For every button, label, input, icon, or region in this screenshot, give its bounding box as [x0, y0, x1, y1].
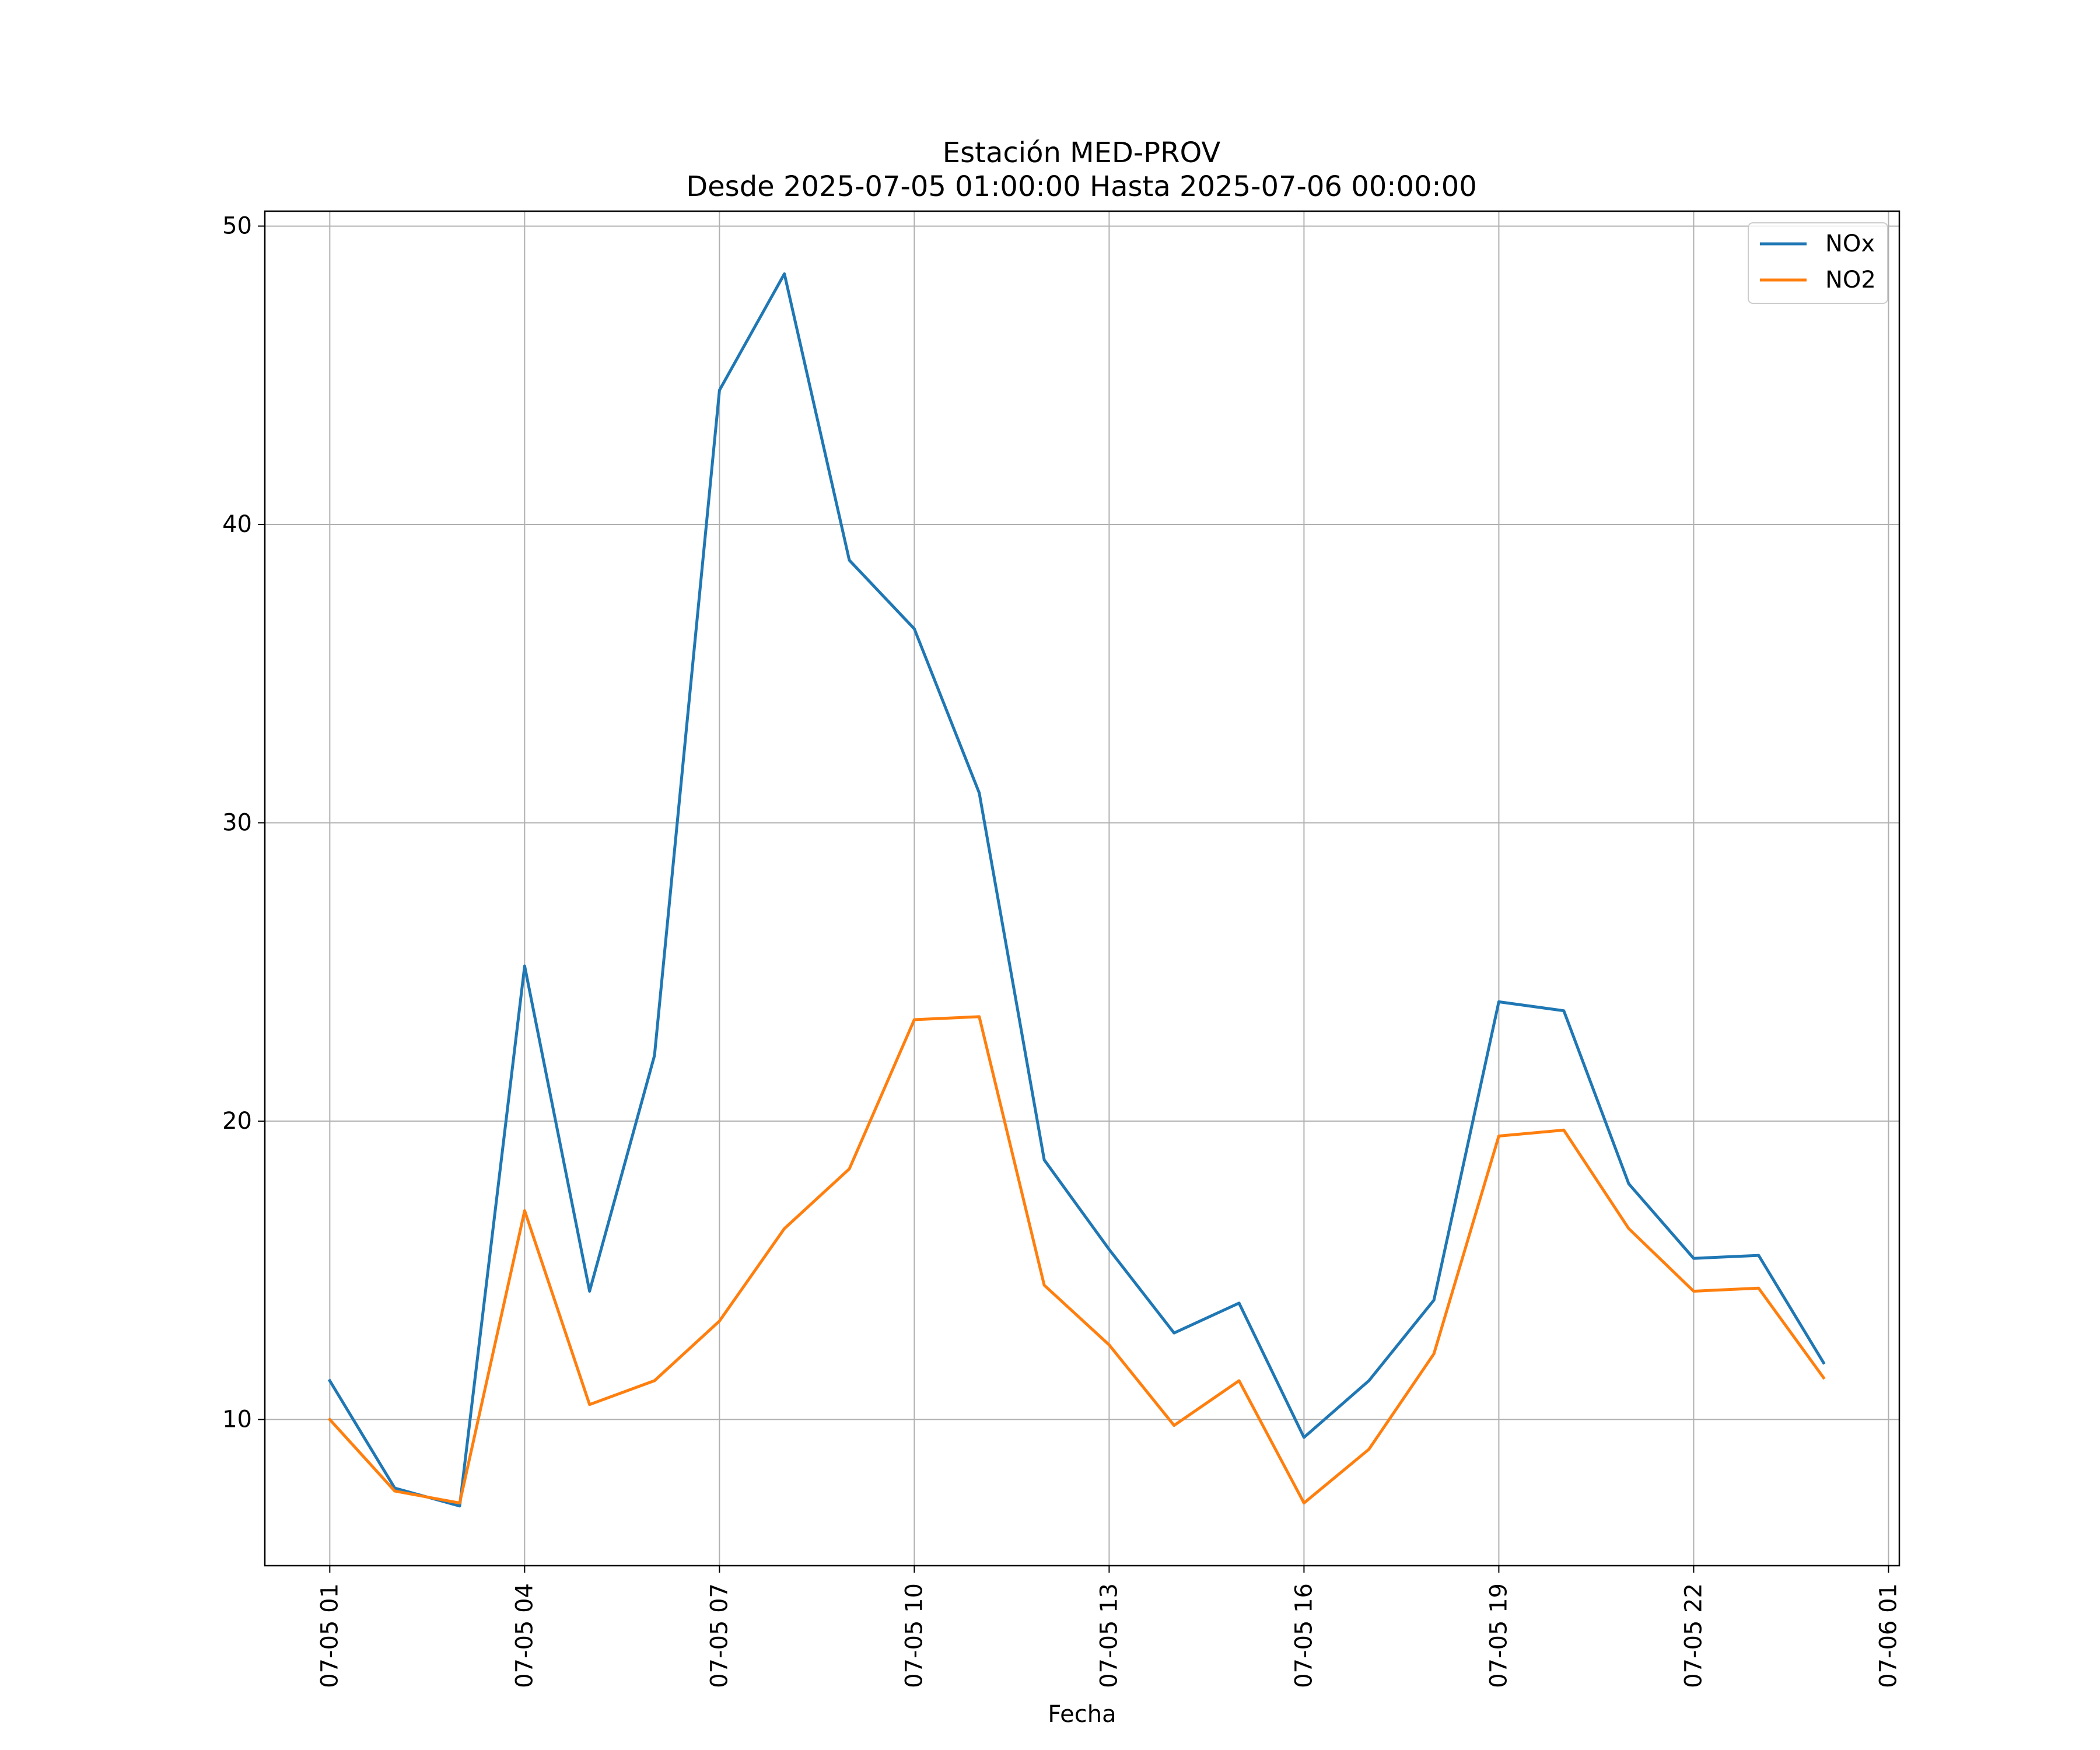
x-tick-label: 07-05 16	[1290, 1583, 1317, 1688]
y-axis-ticks: 10 20 30 40 50	[222, 213, 265, 1433]
x-tick-label: 07-05 19	[1485, 1583, 1512, 1688]
x-tick-label: 07-05 01	[316, 1583, 343, 1688]
chart-subtitle: Desde 2025-07-05 01:00:00 Hasta 2025-07-…	[686, 170, 1477, 203]
legend-label-nox: NOx	[1825, 230, 1875, 257]
x-tick-label: 07-06 01	[1875, 1583, 1902, 1688]
plot-area-frame	[264, 210, 1901, 1567]
series-lines	[327, 272, 1826, 1508]
legend-label-no2: NO2	[1825, 267, 1876, 293]
series-line-nox	[327, 272, 1826, 1508]
legend: NOx NO2	[1748, 222, 1888, 304]
y-tick-label: 10	[222, 1406, 252, 1433]
y-tick-label: 20	[222, 1108, 252, 1135]
y-tick-label: 50	[222, 213, 252, 240]
x-tick-label: 07-05 13	[1096, 1583, 1122, 1688]
grid-lines	[265, 211, 1899, 1566]
x-tick-label: 07-05 10	[901, 1583, 928, 1688]
x-axis-ticks: 07-05 01 07-05 04 07-05 07 07-05 10 07-05 13…	[316, 1566, 1902, 1688]
x-tick-label: 07-05 22	[1680, 1583, 1707, 1688]
series-line-no2	[327, 1015, 1826, 1505]
x-tick-label: 07-05 07	[706, 1583, 733, 1688]
y-tick-label: 40	[222, 511, 252, 538]
y-tick-label: 30	[222, 809, 252, 836]
x-axis-label: Fecha	[1048, 1701, 1116, 1728]
x-tick-label: 07-05 04	[511, 1583, 538, 1688]
chart-title: Estación MED-PROV	[943, 136, 1221, 169]
